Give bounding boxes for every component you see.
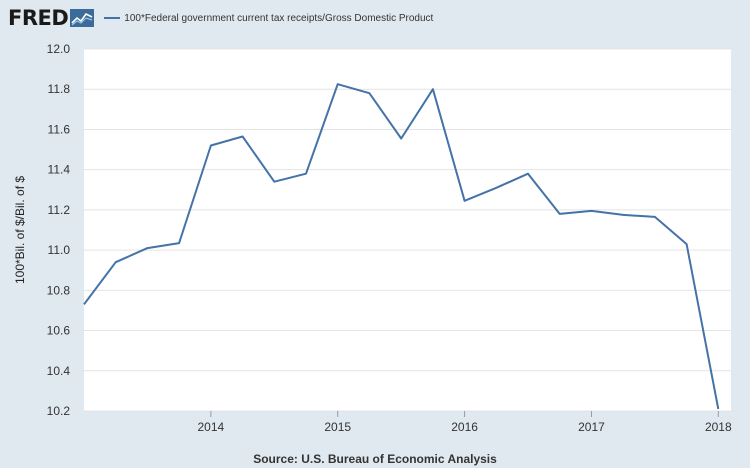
x-tick-label: 2015 [324,420,351,434]
legend[interactable]: 100*Federal government current tax recei… [104,13,433,24]
y-axis-label: 100*Bil. of $/Bil. of $ [13,176,27,284]
y-tick-label: 10.8 [47,283,71,297]
x-tick-label: 2018 [705,420,732,434]
y-tick-label: 10.4 [47,364,71,378]
chart-header: FRED 100*Federal government current tax … [8,6,433,30]
y-tick-label: 10.6 [47,324,71,338]
x-tick-label: 2016 [451,420,478,434]
y-tick-label: 11.8 [48,82,71,96]
legend-swatch [104,17,121,19]
x-tick-label: 2017 [578,420,605,434]
y-tick-label: 11.6 [48,122,71,136]
x-tick-label: 2014 [198,420,225,434]
y-tick-label: 12.0 [47,42,71,56]
y-tick-label: 11.2 [48,203,71,217]
x-axis: 2014 2015 2016 2017 2018 [198,411,732,434]
y-axis: 10.2 10.4 10.6 10.8 11.0 11.2 11.4 11.6 11.8 12.0 [47,42,71,418]
legend-label: 100*Federal government current tax recei… [124,12,434,24]
plot-area [84,49,731,411]
series-line[interactable] [83,83,720,410]
y-tick-label: 11.0 [48,243,71,257]
y-tick-label: 10.2 [47,404,71,418]
y-tick-label: 11.4 [48,163,71,177]
fred-logo[interactable]: FRED [8,6,69,30]
source-note: Source: U.S. Bureau of Economic Analysis [253,452,497,466]
fred-logo-graph-icon [70,9,95,27]
grid [84,48,731,412]
